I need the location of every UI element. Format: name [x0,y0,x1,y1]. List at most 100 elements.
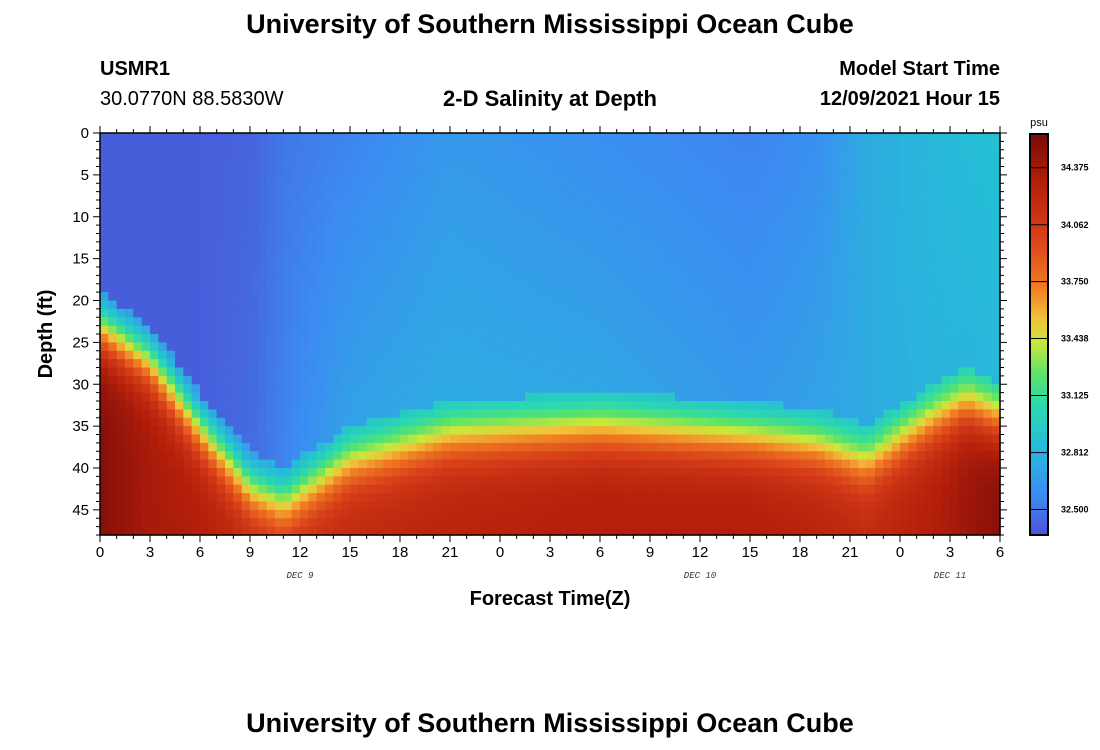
heatmap-cell [275,342,284,352]
heatmap-cell [158,384,168,394]
heatmap-cell [916,283,926,293]
heatmap-cell [725,392,734,402]
heatmap-cell [641,233,651,243]
heatmap-cell [716,283,726,293]
heatmap-cell [308,300,318,310]
heatmap-cell [200,518,209,528]
heatmap-cell [133,493,143,503]
heatmap-cell [583,174,593,184]
heatmap-cell [516,141,526,151]
heatmap-cell [333,267,343,276]
heatmap-cell [250,208,259,218]
heatmap-cell [308,518,318,528]
heatmap-cell [358,434,368,444]
heatmap-cell [683,401,693,410]
heatmap-cell [308,275,318,285]
heatmap-cell [208,375,218,385]
heatmap-cell [216,149,226,159]
heatmap-cell [791,200,801,209]
heatmap-cell [766,191,776,201]
heatmap-cell [308,292,318,302]
heatmap-cell [558,300,568,310]
heatmap-cell [250,292,259,302]
heatmap-cell [525,317,534,327]
heatmap-cell [200,367,209,377]
heatmap-cell [933,501,943,511]
heatmap-cell [108,233,118,243]
heatmap-cell [700,158,709,168]
heatmap-cell [833,267,843,276]
heatmap-cell [758,342,768,352]
heatmap-cell [341,300,351,310]
heatmap-cell [791,317,801,327]
heatmap-cell [116,241,126,251]
heatmap-cell [825,158,834,168]
heatmap-cell [533,149,543,159]
heatmap-cell [633,149,643,159]
heatmap-cell [600,149,609,159]
heatmap-cell [300,442,309,452]
heatmap-cell [666,401,676,410]
heatmap-cell [825,267,834,276]
heatmap-cell [500,250,509,260]
heatmap-cell [925,166,934,176]
heatmap-cell [516,166,526,176]
heatmap-cell [333,468,343,477]
heatmap-cell [258,334,268,343]
heatmap-cell [341,317,351,327]
heatmap-cell [833,174,843,184]
heatmap-cell [625,359,634,369]
heatmap-cell [150,275,159,285]
heatmap-cell [408,384,418,394]
heatmap-cell [541,208,551,218]
heatmap-cell [475,258,484,268]
heatmap-cell [808,518,818,528]
heatmap-cell [616,434,626,444]
heatmap-cell [208,484,218,494]
heatmap-cell [141,208,151,218]
heatmap-cell [341,375,351,385]
heatmap-cell [416,317,426,327]
heatmap-cell [525,375,534,385]
heatmap-cell [325,275,334,285]
heatmap-cell [800,401,809,410]
heatmap-cell [283,149,293,159]
heatmap-cell [341,401,351,410]
heatmap-cell [733,426,743,436]
heatmap-cell [591,133,601,142]
heatmap-cell [241,141,251,151]
heatmap-cell [250,392,259,402]
heatmap-cell [200,417,209,427]
heatmap-cell [783,308,793,318]
heatmap-cell [483,166,493,176]
heatmap-cell [575,225,584,235]
heatmap-cell [691,359,701,369]
heatmap-cell [325,200,334,209]
heatmap-cell [441,250,451,260]
heatmap-cell [208,141,218,151]
plot-title: 2-D Salinity at Depth [443,86,657,111]
heatmap-cell [825,426,834,436]
heatmap-cell [375,200,384,209]
heatmap-cell [683,174,693,184]
heatmap-cell [208,149,218,159]
heatmap-cell [866,183,876,193]
heatmap-cell [550,208,559,218]
heatmap-cell [283,375,293,385]
heatmap-cell [566,308,576,318]
heatmap-cell [633,493,643,503]
heatmap-cell [941,518,951,528]
heatmap-cell [475,417,484,427]
heatmap-cell [391,233,401,243]
heatmap-cell [141,459,151,469]
heatmap-cell [850,417,859,427]
heatmap-cell [666,241,676,251]
heatmap-cell [108,225,118,235]
heatmap-cell [333,493,343,503]
heatmap-cell [608,501,618,511]
heatmap-cell [900,526,909,536]
heatmap-cell [358,225,368,235]
heatmap-cell [441,200,451,209]
heatmap-cell [316,334,326,343]
heatmap-cell [241,275,251,285]
